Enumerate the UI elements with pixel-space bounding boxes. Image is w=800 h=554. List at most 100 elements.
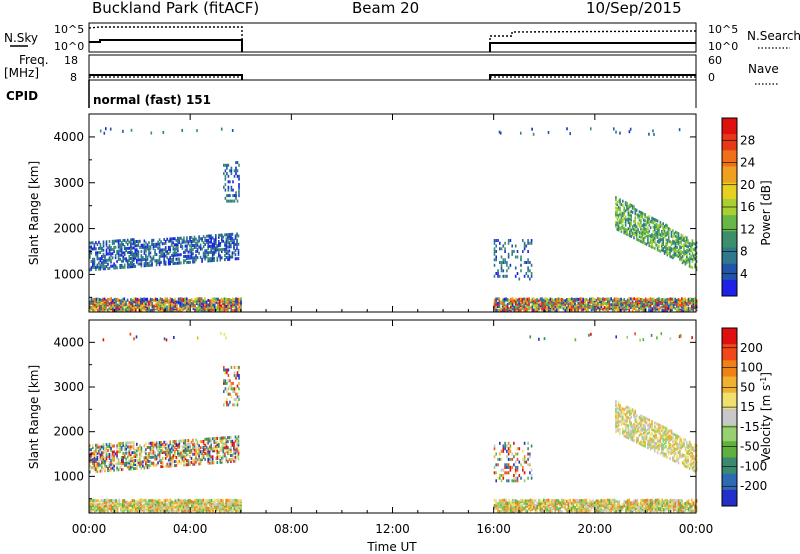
velocity-cell xyxy=(136,454,138,458)
velocity-cell xyxy=(663,500,665,504)
velocity-cell xyxy=(161,461,164,464)
power-cell xyxy=(658,301,660,305)
power-cell xyxy=(502,274,505,278)
power-cell xyxy=(524,305,527,309)
velocity-cell xyxy=(96,449,99,453)
velocity-cell xyxy=(539,501,542,505)
velocity-cell xyxy=(582,503,584,507)
velocity-cell xyxy=(161,501,163,505)
velocity-cell xyxy=(104,457,106,461)
power-cell xyxy=(559,302,561,306)
velocity-cell xyxy=(190,448,193,452)
n-sky-label: N.Sky xyxy=(4,31,38,45)
power-cell xyxy=(663,297,665,301)
velocity-cell xyxy=(134,461,137,464)
velocity-cell xyxy=(101,457,103,461)
power-cell xyxy=(617,214,620,218)
power-cell xyxy=(120,305,122,309)
power-cell xyxy=(222,239,225,243)
power-cell xyxy=(142,256,144,260)
velocity-cell xyxy=(543,500,545,504)
velocity-cell xyxy=(120,456,123,459)
velocity-cell xyxy=(585,507,588,511)
power-cell xyxy=(569,308,571,312)
power-colorbar-tick-label: 24 xyxy=(740,156,755,170)
velocity-cell xyxy=(646,508,649,512)
velocity-cell xyxy=(167,499,170,503)
power-cell xyxy=(663,227,666,231)
velocity-cell xyxy=(101,451,103,455)
power-cell xyxy=(520,258,522,262)
velocity-cell xyxy=(621,504,624,508)
power-cell xyxy=(175,245,178,249)
power-cell xyxy=(694,306,696,309)
velocity-cell xyxy=(128,510,131,514)
velocity-cell xyxy=(204,499,206,503)
power-cell xyxy=(210,240,212,244)
velocity-cell xyxy=(186,443,188,447)
velocity-cell xyxy=(640,504,642,508)
velocity-cell xyxy=(190,440,193,444)
power-cell xyxy=(220,300,223,304)
power-cell xyxy=(500,263,503,267)
velocity-cell xyxy=(672,500,675,504)
power-cell xyxy=(233,174,236,178)
power-cell xyxy=(96,265,99,269)
power-cell xyxy=(615,223,617,226)
power-cell xyxy=(634,224,637,228)
velocity-cell xyxy=(672,504,675,508)
power-cell xyxy=(107,300,109,304)
power-cell xyxy=(164,254,167,258)
power-cell xyxy=(688,250,691,254)
power-cell xyxy=(175,243,178,247)
power-cell xyxy=(119,243,121,247)
power-cell xyxy=(149,259,152,263)
power-cell xyxy=(691,251,694,255)
power-cell xyxy=(666,253,669,257)
velocity-cell xyxy=(158,441,161,445)
power-cell xyxy=(125,240,127,244)
power-cell xyxy=(108,297,111,301)
power-cell xyxy=(645,215,648,219)
power-cell xyxy=(169,249,171,253)
velocity-cell xyxy=(500,499,502,503)
velocity-cell xyxy=(598,508,601,512)
cpid-text: normal (fast) 151 xyxy=(93,93,211,107)
velocity-cell xyxy=(181,459,184,463)
velocity-cell xyxy=(566,499,568,503)
power-cell xyxy=(635,231,638,235)
velocity-cell xyxy=(533,504,535,508)
power-cell xyxy=(190,250,193,254)
velocity-cell xyxy=(169,464,171,468)
velocity-cell xyxy=(102,461,105,465)
velocity-cell xyxy=(126,451,129,455)
power-cell xyxy=(684,241,687,245)
power-cell xyxy=(205,249,208,253)
velocity-cell xyxy=(154,453,156,457)
power-cell xyxy=(641,211,644,215)
power-cell xyxy=(100,307,103,311)
power-cell xyxy=(617,216,620,220)
power-cell xyxy=(593,298,596,301)
power-cell xyxy=(215,307,218,311)
power-cell xyxy=(651,216,653,220)
power-cell xyxy=(629,223,631,227)
velocity-cell xyxy=(110,458,112,462)
velocity-cell xyxy=(130,459,132,463)
power-cell xyxy=(199,308,201,312)
power-cell xyxy=(166,252,168,256)
power-cell xyxy=(631,297,634,301)
velocity-cell xyxy=(120,462,123,465)
velocity-cell xyxy=(107,444,109,448)
power-cell xyxy=(224,163,227,167)
power-cell xyxy=(659,235,662,239)
velocity-cell xyxy=(93,460,96,463)
power-cell xyxy=(666,243,669,246)
velocity-cell xyxy=(92,452,94,456)
power-cell xyxy=(135,297,137,301)
power-cell xyxy=(621,306,624,310)
power-cell xyxy=(635,298,637,301)
power-cell xyxy=(177,297,180,301)
power-cell xyxy=(679,237,681,240)
power-cell xyxy=(629,225,631,229)
